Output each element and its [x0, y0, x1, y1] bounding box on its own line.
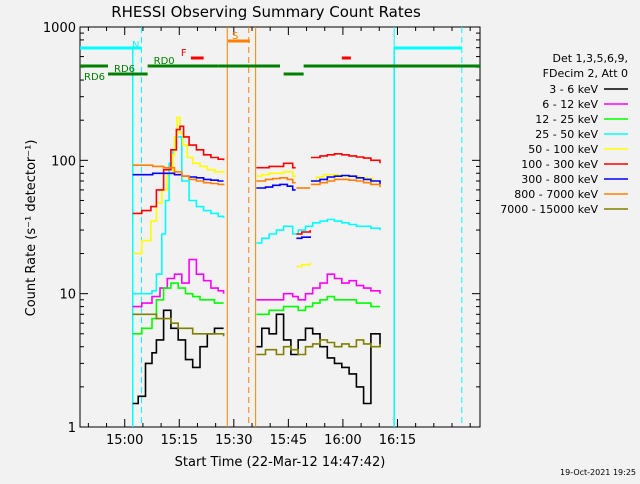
footer-date: 19-Oct-2021 19:25: [560, 468, 636, 477]
series-line: [256, 273, 381, 301]
series-line: [132, 309, 224, 405]
series-line: [310, 153, 381, 164]
plot-area: 1 10 100 1000 15:00 15:15 15:30 15:45 16:00 16:15…: [43, 21, 481, 448]
legend-entry-label: 50 - 100 keV: [528, 143, 598, 156]
series-line: [296, 262, 311, 268]
annotation-bar-label: F: [181, 48, 187, 59]
series-line: [256, 177, 296, 184]
x-tick-label: 15:00: [106, 433, 143, 448]
series-line: [296, 236, 311, 240]
annotation-bar-label: RD6: [114, 64, 135, 75]
series-line: [132, 313, 225, 337]
legend-entry-label: 12 - 25 keV: [535, 113, 598, 126]
series-line: [256, 171, 296, 177]
legend: Det 1,3,5,6,9, FDecim 2, Att 0 3 - 6 keV…: [500, 52, 628, 216]
series-line: [310, 174, 381, 185]
annotation-bar-label: N: [132, 40, 139, 51]
x-tick-label: 16:00: [324, 433, 361, 448]
x-tick-label: 15:30: [215, 433, 252, 448]
series-line: [132, 116, 225, 255]
legend-entry-label: 25 - 50 keV: [535, 128, 598, 141]
legend-entry-label: 300 - 800 keV: [521, 173, 598, 186]
annotation-bar-label: RD6: [84, 72, 105, 83]
legend-entry-label: 7000 - 15000 keV: [500, 203, 598, 216]
legend-header-line-2: FDecim 2, Att 0: [543, 67, 628, 80]
y-tick-label: 10: [59, 288, 76, 303]
series-line: [132, 164, 225, 186]
series-line: [256, 183, 296, 191]
y-tick-label: 1: [68, 421, 76, 436]
series-line: [256, 339, 381, 356]
series-line: [132, 282, 224, 335]
x-tick-label: 15:45: [270, 433, 307, 448]
series-line: [256, 295, 380, 316]
series-line: [256, 218, 381, 244]
series-line: [132, 258, 225, 308]
plot-frame: [79, 26, 481, 428]
legend-header-line-1: Det 1,3,5,6,9,: [552, 52, 628, 65]
legend-entry-label: 100 - 300 keV: [521, 158, 598, 171]
x-tick-label: 16:15: [379, 433, 416, 448]
annotation-bar-label: S: [232, 31, 238, 42]
series-line: [310, 178, 381, 188]
annotation-bar-label: RD0: [154, 56, 175, 67]
y-tick-label: 1000: [43, 21, 76, 36]
series-line: [296, 230, 311, 235]
legend-entry-label: 3 - 6 keV: [549, 83, 598, 96]
chart-title: RHESSI Observing Summary Count Rates: [111, 3, 421, 21]
series-line: [132, 125, 225, 215]
y-tick-label: 100: [51, 154, 76, 169]
legend-entry-label: 6 - 12 keV: [542, 98, 598, 111]
x-tick-label: 15:15: [161, 433, 198, 448]
legend-entry-label: 800 - 7000 keV: [514, 188, 598, 201]
series-line: [256, 162, 296, 169]
series-line: [256, 313, 381, 405]
y-axis-label: Count Rate (s⁻¹ detector⁻¹): [24, 140, 39, 317]
x-axis-label: Start Time (22-Mar-12 14:47:42): [175, 455, 386, 470]
